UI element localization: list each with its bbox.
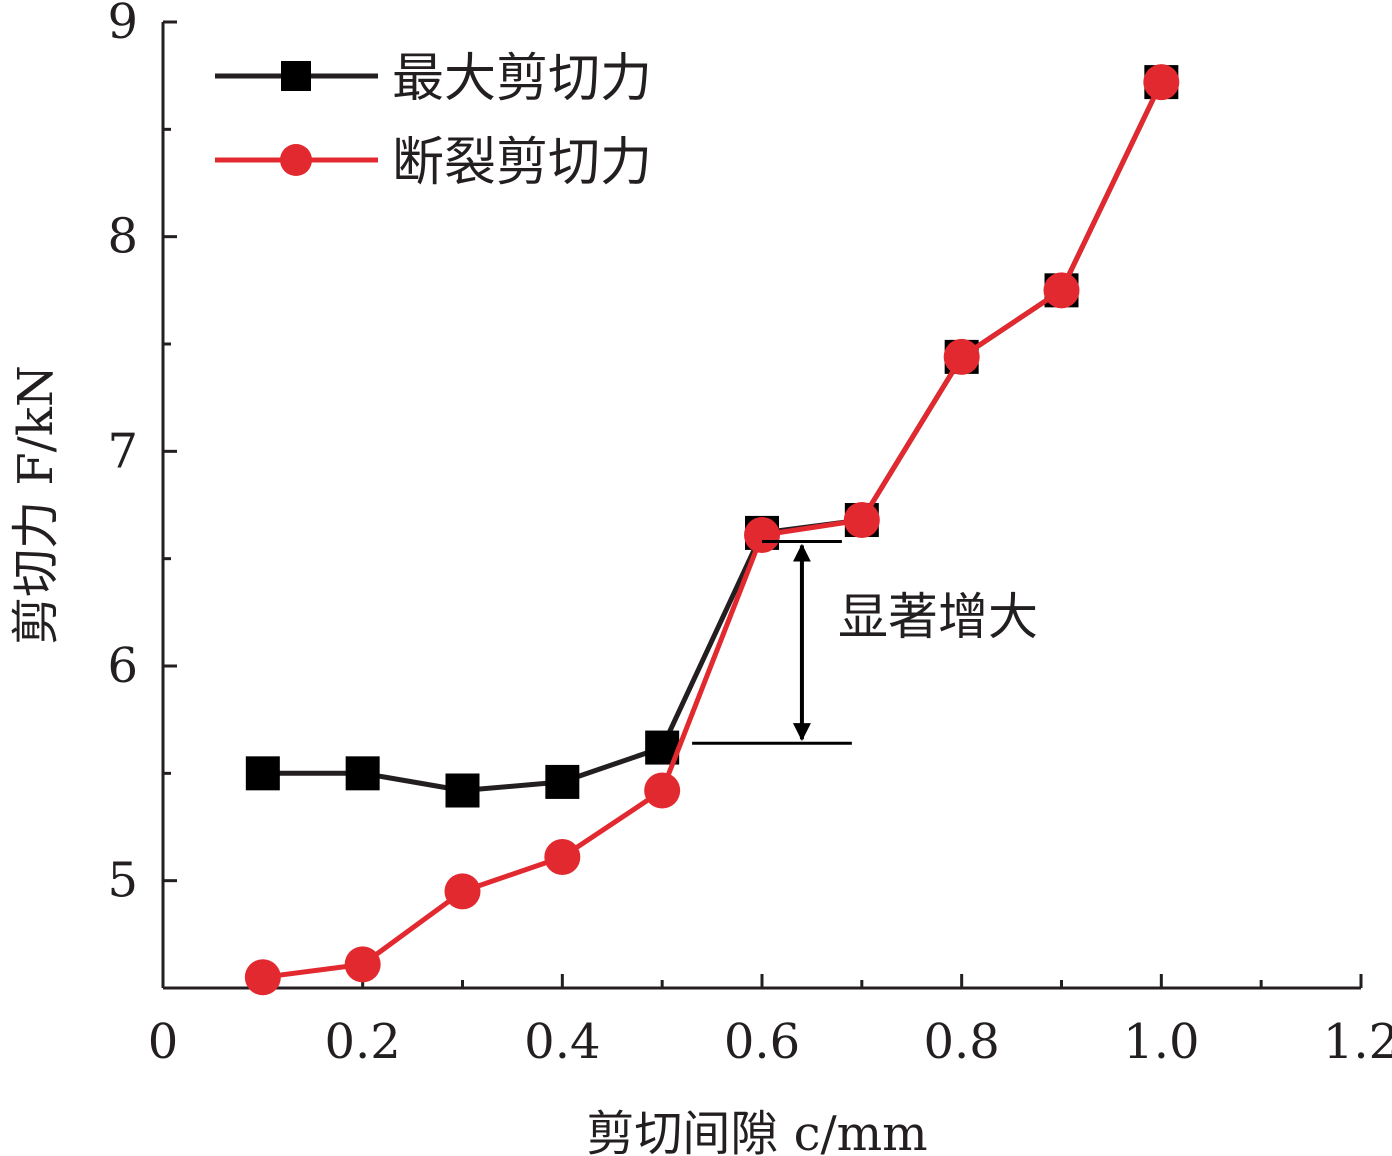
- data-point-series-2: [1143, 64, 1180, 101]
- legend-label-series-1: 最大剪切力: [392, 49, 652, 109]
- series-2: [244, 64, 1180, 996]
- data-point-series-1: [345, 756, 380, 791]
- y-axis-title: 剪切力 F/kN: [8, 365, 64, 645]
- x-tick-label: 1.0: [1123, 1014, 1199, 1070]
- y-tick-label: 6: [107, 638, 138, 694]
- tick-labels: 0 0.2 0.4 0.6 0.8 1.0 1.2 5 6 7 8 9: [107, 0, 1392, 1070]
- x-tick-label: 0.6: [724, 1014, 800, 1070]
- axes: [161, 22, 1361, 990]
- data-point-series-2: [544, 839, 581, 876]
- legend-marker-series-1: [281, 61, 311, 91]
- series-line-2: [262, 81, 1164, 980]
- x-tick-label: 0.4: [524, 1014, 600, 1070]
- data-point-series-2: [644, 772, 681, 809]
- legend-marker-series-2: [280, 144, 312, 176]
- x-tick-label: 0.8: [923, 1014, 999, 1070]
- data-point-series-1: [245, 756, 280, 791]
- legend-label-series-2: 断裂剪切力: [392, 133, 652, 193]
- y-tick-label: 9: [107, 0, 138, 50]
- annotation: 显著增大: [692, 539, 1038, 745]
- series-layer: [244, 64, 1180, 996]
- data-point-series-2: [744, 517, 780, 554]
- x-axis-title: 剪切间隙 c/mm: [586, 1106, 927, 1156]
- data-point-series-2: [244, 959, 281, 996]
- annotation-label: 显著增大: [838, 588, 1038, 646]
- x-tick-label: 0: [148, 1014, 179, 1070]
- y-tick-label: 5: [107, 853, 138, 909]
- x-tick-label: 0.2: [324, 1014, 400, 1070]
- x-tick-label: 1.2: [1323, 1014, 1392, 1070]
- data-point-series-2: [943, 338, 980, 375]
- data-point-series-2: [843, 502, 880, 539]
- data-point-series-1: [445, 773, 480, 808]
- data-point-series-2: [1043, 272, 1080, 309]
- data-point-series-1: [545, 764, 580, 799]
- y-tick-label: 8: [107, 209, 138, 265]
- axis-ticks: [163, 20, 1363, 990]
- legend: 最大剪切力 断裂剪切力: [215, 49, 652, 193]
- y-tick-label: 7: [107, 423, 138, 479]
- data-point-series-2: [444, 873, 481, 910]
- series-1: [245, 65, 1179, 808]
- data-point-series-2: [344, 946, 381, 983]
